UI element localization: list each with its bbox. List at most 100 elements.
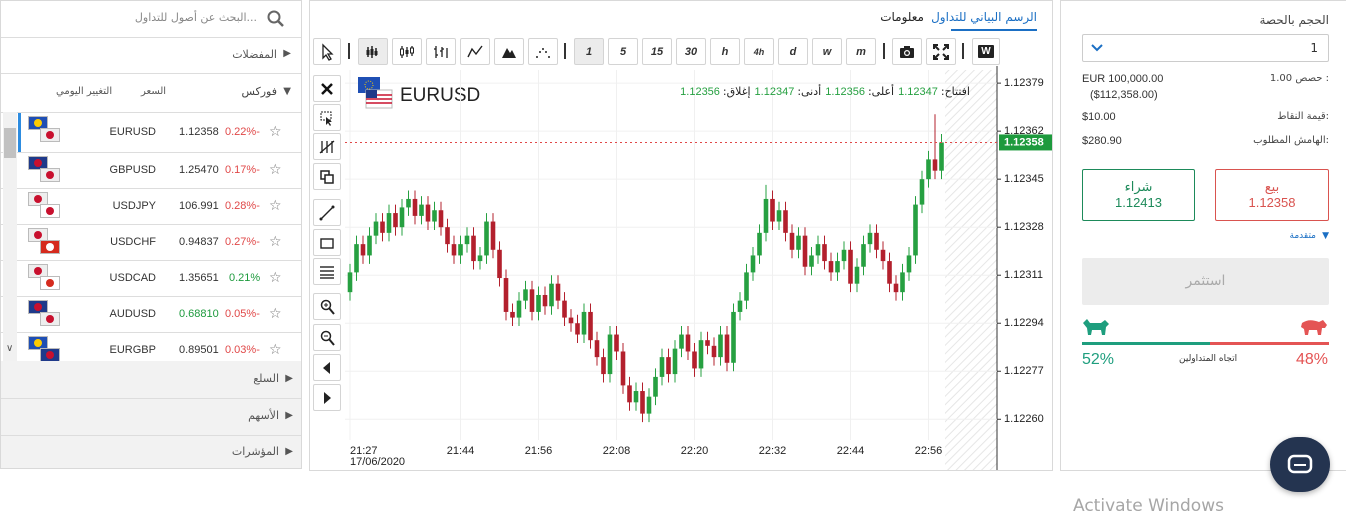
chart-type-button[interactable] [358, 38, 388, 65]
star[interactable]: ☆ [269, 124, 282, 140]
column-header: التغيير اليومي [56, 86, 113, 97]
sell-button[interactable]: بيع 1.12358 [1215, 169, 1329, 221]
flag [40, 240, 60, 254]
candle-body [750, 255, 756, 273]
zoom-out[interactable] [313, 324, 341, 351]
x-date-label: 17/06/2020 [350, 456, 405, 468]
x-tick-label: 22:08 [603, 445, 631, 457]
candle-body [711, 345, 717, 358]
flag [28, 336, 48, 350]
star[interactable]: ☆ [269, 270, 282, 286]
flags [28, 156, 62, 184]
flags [28, 264, 62, 292]
chart-type-button[interactable] [392, 38, 422, 65]
scroll-left-icon [323, 361, 330, 374]
interval-button[interactable]: 15 [642, 38, 672, 65]
watchlist-row[interactable]: EURUSD 1.12358 0.22%- ☆ [1, 112, 301, 152]
star[interactable]: ☆ [269, 306, 282, 322]
tab[interactable]: معلومات [880, 10, 924, 24]
candle-body [458, 244, 463, 256]
favorites[interactable]: المفضلات [232, 48, 277, 61]
x-tick-label: 21:56 [525, 445, 553, 457]
flag [40, 204, 60, 218]
candle-body [666, 357, 671, 375]
interval-button[interactable]: 1 [574, 38, 604, 65]
chart-type-button[interactable] [494, 38, 524, 65]
selected-indicator [18, 113, 21, 152]
interval-button[interactable]: 4h [744, 38, 774, 65]
candle-body [796, 235, 801, 250]
category[interactable]: الأسهم [248, 408, 279, 422]
interval-button[interactable]: d [778, 38, 808, 65]
divider [1, 398, 301, 399]
watchlist-row[interactable]: AUDUSD 0.68810 0.05%- ☆ [1, 296, 301, 332]
advanced-link[interactable]: متقدمة [1289, 231, 1316, 241]
change: 0.22%- [225, 126, 260, 138]
scrollbar[interactable] [3, 112, 17, 361]
chart-type-button[interactable] [460, 38, 490, 65]
rectangle-tool-icon [320, 237, 334, 249]
candle-body [835, 261, 840, 273]
fullscreen-button[interactable] [926, 38, 956, 65]
search-input[interactable]: البحث عن أصول للتداول... [134, 11, 257, 24]
chart-type-button-icon [400, 45, 414, 58]
sentiment-bar [1210, 342, 1329, 345]
star[interactable]: ☆ [269, 342, 282, 358]
w-button[interactable]: W [972, 38, 1000, 65]
rectangle-tool[interactable] [313, 229, 341, 256]
candle-body [737, 300, 743, 312]
change: 0.27%- [225, 236, 260, 248]
chat-button[interactable] [1270, 437, 1330, 492]
interval-button[interactable]: w [812, 38, 842, 65]
candle-body [503, 278, 509, 312]
interval-button[interactable]: m [846, 38, 876, 65]
chart-type-button[interactable] [426, 38, 456, 65]
group-title[interactable]: فوركس [241, 85, 277, 98]
candle-body [581, 311, 587, 335]
fib-tool[interactable] [313, 258, 341, 285]
close-tool[interactable] [313, 75, 341, 102]
invest-button[interactable]: استثمر [1082, 258, 1329, 305]
scroll-down[interactable]: ∨ [6, 343, 14, 354]
watchlist-row[interactable]: USDCHF 0.94837 0.27%- ☆ [1, 224, 301, 260]
hide-tool[interactable] [313, 133, 341, 160]
category[interactable]: المؤشرات [231, 445, 279, 458]
search-icon[interactable] [266, 9, 286, 29]
candle-body [731, 311, 736, 363]
candle-body [516, 300, 522, 318]
price: 1.25470 [179, 164, 219, 176]
star[interactable]: ☆ [269, 234, 282, 250]
scroll-right[interactable] [313, 384, 341, 411]
watchlist-rows: EURUSD 1.12358 0.22%- ☆ GBPUSD 1.25470 0.17%- ☆… [1, 112, 301, 361]
candle-body [822, 244, 827, 262]
scroll-right-icon [324, 391, 331, 404]
buy-label: شراء [1124, 180, 1153, 195]
remove-drawings[interactable] [313, 104, 341, 131]
cursor-tool[interactable] [313, 38, 341, 65]
candle-body [549, 283, 554, 307]
interval-button[interactable]: 5 [608, 38, 638, 65]
clone-tool[interactable] [313, 163, 341, 190]
watchlist-row[interactable]: GBPUSD 1.25470 0.17%- ☆ [1, 152, 301, 188]
watchlist-row[interactable]: USDJPY 106.991 0.28%- ☆ [1, 188, 301, 224]
candle-body [640, 391, 645, 414]
watchlist-row[interactable]: EURGBP 0.89501 0.03%- ☆ [1, 332, 301, 361]
star[interactable]: ☆ [269, 198, 282, 214]
screenshot-button[interactable] [892, 38, 922, 65]
chart-type-button[interactable] [528, 38, 558, 65]
sentiment-bar [1082, 342, 1211, 345]
change: 0.17%- [225, 164, 260, 176]
interval-button[interactable]: 30 [676, 38, 706, 65]
watchlist-row[interactable]: USDCAD 1.35651 0.21% ☆ [1, 260, 301, 296]
category[interactable]: السلع [253, 372, 279, 385]
star[interactable]: ☆ [269, 162, 282, 178]
trend-line[interactable] [313, 199, 341, 226]
size-input[interactable]: 1 [1082, 34, 1329, 62]
scroll-left[interactable] [313, 354, 341, 381]
tab-active[interactable]: الرسم البياني للتداول [931, 10, 1037, 24]
buy-button[interactable]: شراء 1.12413 [1082, 169, 1195, 221]
zoom-in[interactable] [313, 293, 341, 320]
candle-body [575, 323, 580, 335]
interval-button[interactable]: h [710, 38, 740, 65]
